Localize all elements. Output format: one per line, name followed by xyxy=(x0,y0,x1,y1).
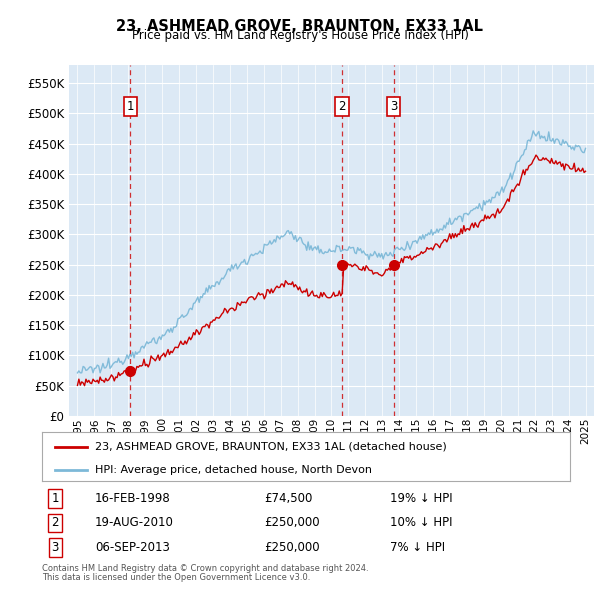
Text: 19% ↓ HPI: 19% ↓ HPI xyxy=(391,492,453,505)
Text: 2: 2 xyxy=(338,100,346,113)
Text: 19-AUG-2010: 19-AUG-2010 xyxy=(95,516,173,529)
Text: Contains HM Land Registry data © Crown copyright and database right 2024.: Contains HM Land Registry data © Crown c… xyxy=(42,564,368,573)
Text: HPI: Average price, detached house, North Devon: HPI: Average price, detached house, Nort… xyxy=(95,465,372,475)
Text: 2: 2 xyxy=(52,516,59,529)
Text: £250,000: £250,000 xyxy=(264,541,319,554)
Text: £74,500: £74,500 xyxy=(264,492,312,505)
Text: 3: 3 xyxy=(52,541,59,554)
Text: Price paid vs. HM Land Registry's House Price Index (HPI): Price paid vs. HM Land Registry's House … xyxy=(131,30,469,42)
Text: 23, ASHMEAD GROVE, BRAUNTON, EX33 1AL (detached house): 23, ASHMEAD GROVE, BRAUNTON, EX33 1AL (d… xyxy=(95,442,446,452)
Text: 3: 3 xyxy=(390,100,398,113)
Text: 1: 1 xyxy=(52,492,59,505)
Text: 7% ↓ HPI: 7% ↓ HPI xyxy=(391,541,446,554)
Text: 06-SEP-2013: 06-SEP-2013 xyxy=(95,541,170,554)
Text: 16-FEB-1998: 16-FEB-1998 xyxy=(95,492,170,505)
Text: This data is licensed under the Open Government Licence v3.0.: This data is licensed under the Open Gov… xyxy=(42,573,310,582)
Text: £250,000: £250,000 xyxy=(264,516,319,529)
Text: 23, ASHMEAD GROVE, BRAUNTON, EX33 1AL: 23, ASHMEAD GROVE, BRAUNTON, EX33 1AL xyxy=(116,19,484,34)
Text: 10% ↓ HPI: 10% ↓ HPI xyxy=(391,516,453,529)
Text: 1: 1 xyxy=(127,100,134,113)
